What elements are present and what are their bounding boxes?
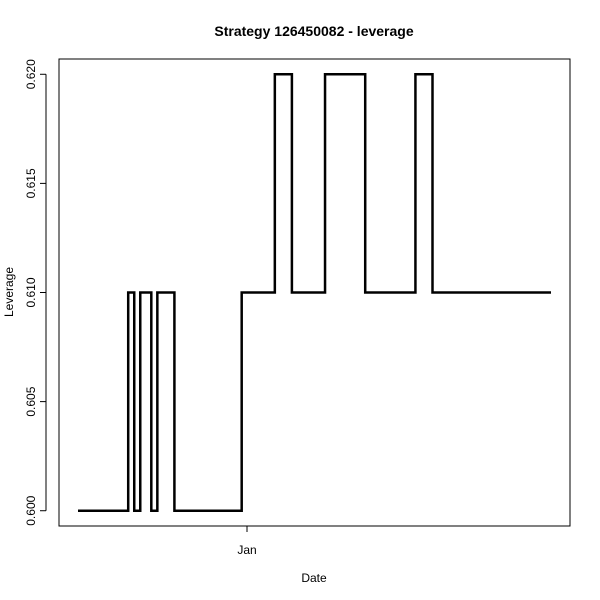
plot-frame	[58, 58, 571, 527]
series-layer	[78, 73, 551, 512]
x-axis-label: Date	[301, 571, 327, 585]
y-tick-label: 0.600	[24, 495, 38, 525]
y-tick-label: 0.610	[24, 277, 38, 307]
y-tick-label: 0.615	[24, 168, 38, 198]
y-axis: 0.600 0.605 0.610 0.615 0.620	[24, 59, 47, 526]
y-tick-label: 0.620	[24, 59, 38, 89]
leverage-series-line	[78, 73, 551, 512]
x-axis: Jan	[237, 526, 257, 557]
chart-title: Strategy 126450082 - leverage	[214, 23, 413, 39]
y-tick-label: 0.605	[24, 386, 38, 416]
x-tick-label-jan: Jan	[237, 543, 256, 557]
y-axis-label: Leverage	[2, 267, 16, 317]
